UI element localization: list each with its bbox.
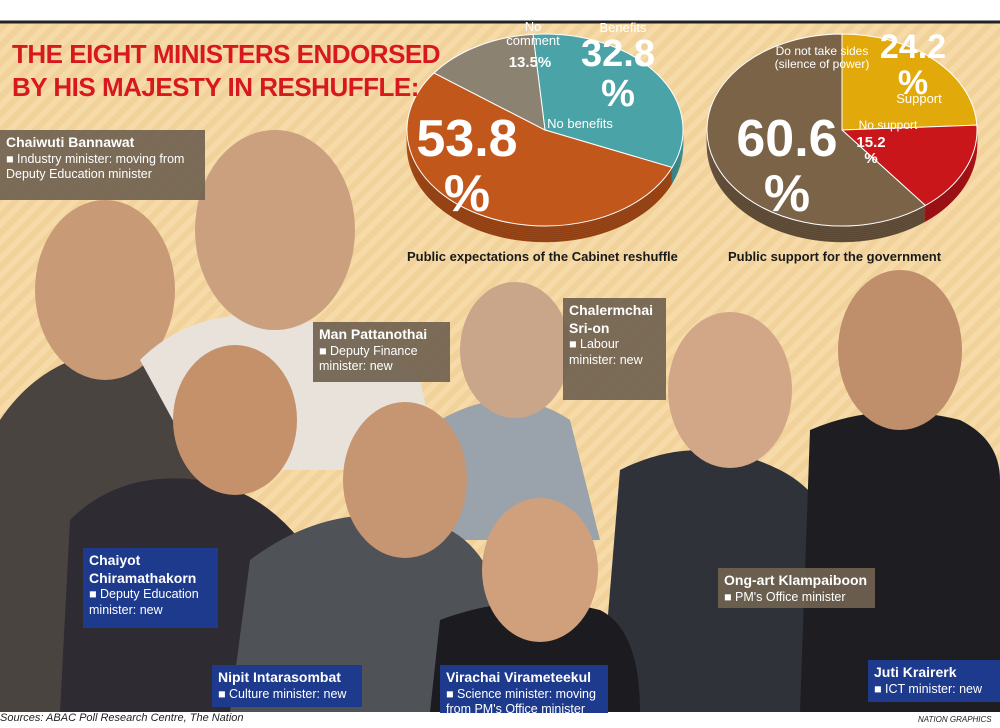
- value-label: 24.2 %: [879, 28, 947, 102]
- minister-name: Chaiwuti Bannawat: [6, 134, 135, 150]
- minister-role: ■ PM's Office minister: [724, 589, 846, 604]
- minister-box: Man Pattanothai ■ Deputy Finance minister…: [313, 322, 450, 382]
- minister-role: ■ Industry minister: moving from Deputy …: [6, 151, 185, 182]
- minister-box: Juti Krairerk ■ ICT minister: new: [868, 660, 1000, 702]
- minister-name: Chaiyot Chiramathakorn: [89, 552, 197, 586]
- minister-role: ■ ICT minister: new: [874, 681, 983, 696]
- minister-role: ■ Deputy Education minister: new: [89, 587, 199, 617]
- minister-role: ■ Labour minister: new: [569, 337, 643, 367]
- pie-slice: [840, 124, 978, 207]
- category-label: No comment: [506, 19, 560, 48]
- source: Sources: ABAC Poll Research Centre, The …: [0, 712, 244, 724]
- category-label: Do not take sides (silence of power): [774, 44, 870, 71]
- value-label: 53.8 %: [416, 110, 518, 223]
- minister-name: Chalermchai Sri-on: [569, 302, 654, 336]
- pie-slice: [406, 72, 673, 227]
- minister-box: Nipit Intarasombat ■ Culture minister: ne…: [212, 665, 362, 707]
- value-label: 32.8 %: [581, 33, 655, 115]
- value-label: 15.2 %: [856, 134, 886, 167]
- minister-name: Man Pattanothai: [319, 326, 428, 342]
- bottom-strip: [0, 712, 1000, 728]
- category-label: No benefits: [547, 116, 613, 131]
- minister-name: Ong-art Klampaiboon: [724, 572, 868, 588]
- minister-box: Chalermchai Sri-on ■ Labour minister: new: [563, 298, 666, 400]
- value-label: 13.5%: [508, 54, 552, 71]
- credit: NATION GRAPHICS: [918, 715, 992, 724]
- minister-box: Chaiyot Chiramathakorn ■ Deputy Education…: [83, 548, 218, 628]
- photos: [0, 130, 1000, 712]
- chart-title: Public expectations of the Cabinet reshu…: [407, 249, 678, 264]
- pie-slice: [841, 33, 978, 131]
- minister-role: ■ Deputy Finance minister: new: [319, 343, 418, 374]
- minister-box: Virachai Virameteekul ■ Science minister:…: [440, 665, 608, 716]
- pie-slice: [433, 33, 546, 131]
- minister-name: Juti Krairerk: [874, 664, 957, 680]
- category-label: No support: [858, 118, 918, 132]
- category-label: Benefits: [599, 20, 647, 35]
- title-line: BY HIS MAJESTY IN RESHUFFLE:: [12, 71, 419, 102]
- title-line: THE EIGHT MINISTERS ENDORSED: [12, 39, 441, 69]
- minister-role: ■ Science minister: moving from PM's Off…: [446, 686, 596, 717]
- minister-name: Nipit Intarasombat: [218, 669, 341, 685]
- value-label: 60.6 %: [736, 110, 838, 223]
- minister-box: Chaiwuti Bannawat ■ Industry minister: mo…: [0, 130, 205, 200]
- category-label: Support: [896, 91, 942, 106]
- minister-role: ■ Culture minister: new: [218, 686, 347, 701]
- pie-slice: [706, 33, 927, 227]
- title: THE EIGHT MINISTERS ENDORSED BY HIS MAJE…: [12, 38, 441, 103]
- chart-title: Public support for the government: [728, 249, 942, 264]
- minister-box: Ong-art Klampaiboon ■ PM's Office ministe…: [718, 568, 875, 608]
- top-strip: [0, 0, 1000, 22]
- minister-name: Virachai Virameteekul: [446, 669, 592, 685]
- pie-slice: [532, 33, 684, 169]
